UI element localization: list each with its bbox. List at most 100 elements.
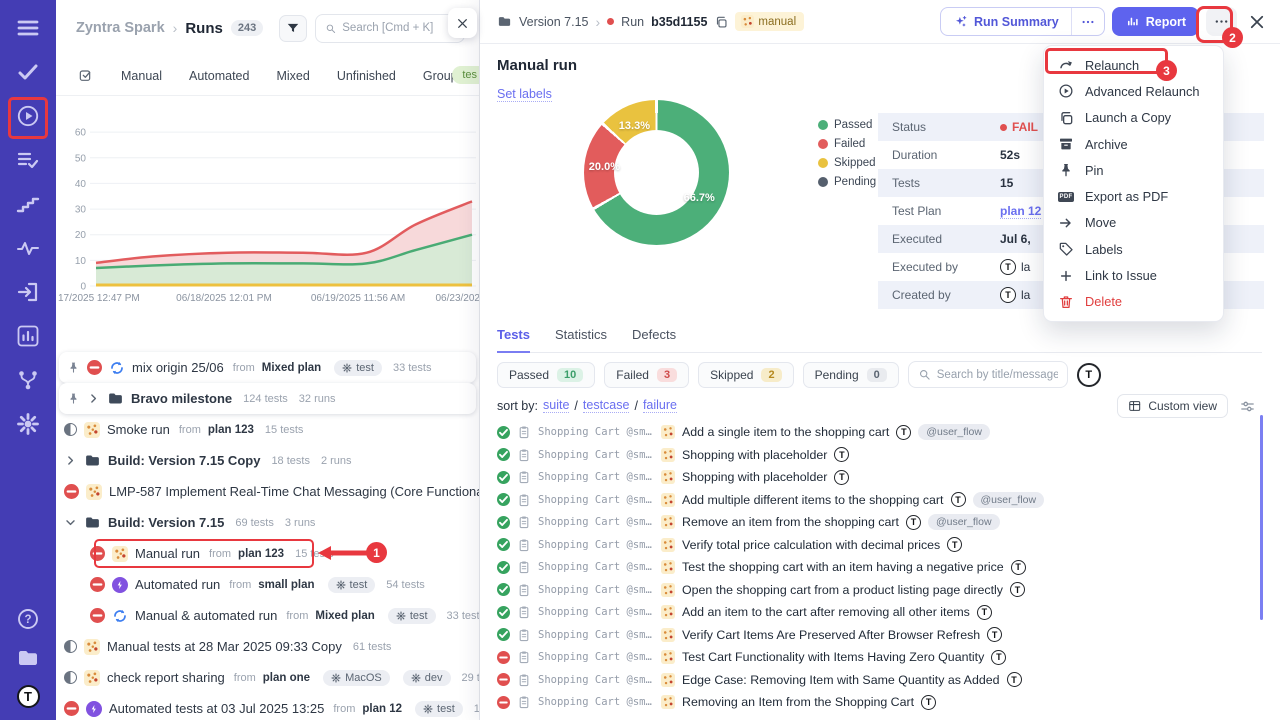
run-title: Manual run (497, 57, 578, 74)
info-value[interactable]: plan 12 (1000, 203, 1042, 219)
run-name: mix origin 25/06 (132, 360, 224, 375)
gear-icon[interactable] (16, 412, 40, 436)
folder-icon (107, 390, 124, 407)
menu-item-pin[interactable]: Pin (1044, 157, 1223, 183)
filter-failed[interactable]: Failed 3 (604, 361, 690, 388)
menu-item-move[interactable]: Move (1044, 210, 1223, 236)
test-row[interactable]: Shopping Cart @sm… Shopping with placehol… (497, 466, 1266, 489)
menu-item-advanced-relaunch[interactable]: Advanced Relaunch (1044, 78, 1223, 104)
test-row[interactable]: Shopping Cart @sm… Remove an item from th… (497, 511, 1266, 534)
run-summary-button[interactable]: Run Summary (939, 7, 1105, 36)
run-list-item[interactable]: mix origin 25/06 from Mixed plan test 33 tes… (59, 352, 476, 383)
filter-skipped[interactable]: Skipped 2 (698, 361, 794, 388)
test-row[interactable]: Shopping Cart @sm… Add multiple different… (497, 489, 1266, 512)
sort-row: sort by: suite / testcase / failure (497, 398, 677, 413)
test-title: Removing an Item from the Shopping Cart (682, 695, 915, 710)
play-circle-icon[interactable] (16, 104, 40, 128)
run-folder[interactable]: Version 7.15 (519, 14, 589, 29)
filter-button[interactable] (279, 14, 307, 42)
passed-status-icon (497, 515, 510, 529)
test-row[interactable]: Shopping Cart @sm… Test Cart Functionalit… (497, 646, 1266, 669)
test-row[interactable]: Shopping Cart @sm… Add an item to the car… (497, 601, 1266, 624)
test-tag: @user_flow (972, 491, 1045, 508)
tab-manual[interactable]: Manual (121, 68, 162, 83)
run-list-item[interactable]: Automated run from small plan test 54 tests (56, 569, 479, 600)
filter-pending[interactable]: Pending 0 (802, 361, 899, 388)
svg-text:06/19/2025 11:56 AM: 06/19/2025 11:56 AM (311, 293, 405, 304)
test-row[interactable]: Shopping Cart @sm… Shopping with placehol… (497, 444, 1266, 467)
list-check-icon[interactable] (16, 148, 40, 172)
branch-icon[interactable] (16, 368, 40, 392)
assignee-avatar: T (834, 447, 850, 463)
runs-panel-close-button[interactable] (448, 8, 477, 38)
filter-passed[interactable]: Passed 10 (497, 361, 596, 388)
user-avatar[interactable]: T (16, 685, 40, 708)
test-row[interactable]: Shopping Cart @sm… Edge Case: Removing It… (497, 669, 1266, 692)
stairs-icon[interactable] (16, 192, 40, 216)
run-from-label: from (286, 609, 309, 622)
menu-item-relaunch[interactable]: Relaunch (1044, 52, 1223, 78)
run-from-label: from (229, 578, 252, 591)
run-list-item[interactable]: Smoke run from plan 123 15 tests (56, 414, 479, 445)
report-button[interactable]: Report (1111, 7, 1199, 36)
run-list-item[interactable]: check report sharing from plan one MacOS dev… (56, 662, 479, 693)
close-run-button[interactable] (1248, 13, 1266, 31)
tab-unfinished[interactable]: Unfinished (336, 68, 396, 83)
set-labels-link[interactable]: Set labels (497, 87, 552, 102)
trash-icon (1058, 294, 1074, 310)
run-list-item[interactable]: Manual & automated run from Mixed plan test… (56, 600, 479, 631)
run-list-item[interactable]: Automated tests at 03 Jul 2025 13:25 from… (56, 693, 479, 720)
sort-by-testcase[interactable]: testcase (582, 398, 630, 413)
runs-search-input[interactable] (342, 22, 455, 34)
tab-mixed[interactable]: Mixed (276, 68, 310, 83)
test-row[interactable]: Shopping Cart @sm… Test the shopping cart… (497, 556, 1266, 579)
sliders-icon[interactable] (1239, 398, 1256, 415)
ellipsis-icon (1081, 15, 1095, 29)
detail-tab-defects[interactable]: Defects (632, 327, 677, 342)
check-icon[interactable] (16, 60, 40, 84)
run-list-item[interactable]: LMP-587 Implement Real-Time Chat Messagi… (56, 476, 479, 507)
custom-view-button[interactable]: Custom view (1117, 394, 1228, 418)
test-row[interactable]: Shopping Cart @sm… Open the shopping cart… (497, 579, 1266, 602)
folder-icon[interactable] (16, 646, 40, 670)
breadcrumb-separator: › (595, 13, 601, 30)
sign-in-icon[interactable] (16, 280, 40, 304)
menu-item-export-as-pdf[interactable]: PDF Export as PDF (1044, 183, 1223, 209)
legend-color-dot (818, 139, 828, 149)
menu-item-link-to-issue[interactable]: Link to Issue (1044, 262, 1223, 288)
run-folder-row[interactable]: Build: Version 7.15 Copy 18 tests 2 runs (56, 445, 479, 476)
help-icon[interactable]: ? (16, 607, 40, 631)
breadcrumb-project[interactable]: Zyntra Spark (76, 20, 165, 36)
detail-tab-tests[interactable]: Tests (497, 327, 530, 353)
assignee-filter-avatar[interactable]: T (1076, 362, 1101, 387)
run-list-item[interactable]: Manual tests at 28 Mar 2025 09:33 Copy 61… (56, 631, 479, 662)
pulse-icon[interactable] (16, 236, 40, 260)
tab-extra-badge[interactable]: tes (452, 66, 479, 84)
test-row[interactable]: Shopping Cart @sm… Add a single item to t… (497, 421, 1266, 444)
svg-text:?: ? (24, 614, 31, 626)
copy-icon[interactable] (714, 15, 728, 29)
bar-chart-icon[interactable] (16, 324, 40, 348)
hamburger-icon[interactable] (16, 16, 40, 40)
test-row[interactable]: Shopping Cart @sm… Verify Cart Items Are … (497, 624, 1266, 647)
run-folder-row[interactable]: Bravo milestone 124 tests 32 runs (59, 383, 476, 414)
run-summary-more-button[interactable] (1070, 8, 1104, 35)
menu-item-labels[interactable]: Labels (1044, 236, 1223, 262)
test-row[interactable]: Shopping Cart @sm… Removing an Item from … (497, 691, 1266, 714)
sort-by-suite[interactable]: suite (543, 398, 570, 413)
tests-search-input[interactable] (936, 368, 1058, 381)
detail-tab-statistics[interactable]: Statistics (555, 327, 608, 342)
manual-run-icon (741, 15, 755, 28)
tests-scrollbar[interactable] (1260, 415, 1263, 620)
checkbox-edit-icon[interactable] (78, 68, 94, 84)
run-folder-row[interactable]: Build: Version 7.15 69 tests 3 runs (56, 507, 479, 538)
menu-item-archive[interactable]: Archive (1044, 131, 1223, 157)
menu-item-launch-a-copy[interactable]: Launch a Copy (1044, 105, 1223, 131)
test-row[interactable]: Shopping Cart @sm… Verify total price cal… (497, 534, 1266, 557)
tab-automated[interactable]: Automated (189, 68, 250, 83)
sort-by-failure[interactable]: failure (642, 398, 677, 413)
run-actions-more-button[interactable] (1206, 7, 1237, 36)
run-tests-count: 18 tests (474, 703, 479, 715)
run-list-item[interactable]: Manual run from plan 123 15 tests (56, 538, 479, 569)
menu-item-delete[interactable]: Delete (1044, 289, 1223, 315)
